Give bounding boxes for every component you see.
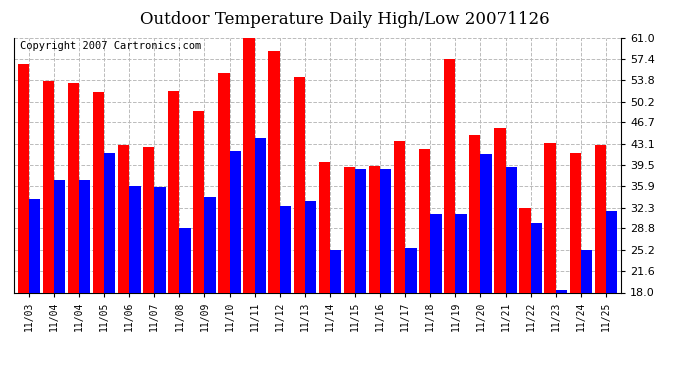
Bar bbox=[68, 82, 79, 375]
Bar bbox=[54, 180, 66, 375]
Bar bbox=[595, 146, 606, 375]
Bar bbox=[405, 248, 417, 375]
Bar bbox=[544, 143, 555, 375]
Bar bbox=[419, 149, 431, 375]
Bar bbox=[469, 135, 480, 375]
Bar bbox=[143, 147, 155, 375]
Bar bbox=[193, 111, 204, 375]
Bar bbox=[494, 128, 506, 375]
Text: Copyright 2007 Cartronics.com: Copyright 2007 Cartronics.com bbox=[20, 41, 201, 51]
Bar bbox=[179, 228, 190, 375]
Bar bbox=[369, 166, 380, 375]
Bar bbox=[43, 81, 54, 375]
Bar bbox=[255, 138, 266, 375]
Bar bbox=[118, 146, 129, 375]
Bar bbox=[355, 168, 366, 375]
Bar bbox=[279, 206, 291, 375]
Bar bbox=[555, 290, 567, 375]
Bar bbox=[581, 250, 592, 375]
Bar bbox=[431, 214, 442, 375]
Bar bbox=[480, 154, 492, 375]
Bar bbox=[244, 38, 255, 375]
Bar bbox=[531, 223, 542, 375]
Bar bbox=[394, 141, 405, 375]
Bar bbox=[17, 64, 29, 375]
Bar bbox=[168, 91, 179, 375]
Bar bbox=[380, 168, 391, 375]
Bar bbox=[29, 199, 40, 375]
Bar bbox=[293, 76, 305, 375]
Bar bbox=[230, 152, 241, 375]
Bar bbox=[444, 59, 455, 375]
Bar bbox=[520, 208, 531, 375]
Bar bbox=[204, 197, 216, 375]
Bar bbox=[330, 250, 342, 375]
Bar bbox=[305, 201, 316, 375]
Bar bbox=[606, 211, 618, 375]
Bar bbox=[93, 92, 104, 375]
Bar bbox=[129, 186, 141, 375]
Bar bbox=[569, 153, 581, 375]
Bar bbox=[455, 214, 466, 375]
Bar bbox=[104, 153, 115, 375]
Bar bbox=[79, 180, 90, 375]
Bar bbox=[319, 162, 330, 375]
Bar bbox=[506, 167, 517, 375]
Text: Outdoor Temperature Daily High/Low 20071126: Outdoor Temperature Daily High/Low 20071… bbox=[140, 11, 550, 28]
Bar bbox=[344, 167, 355, 375]
Bar bbox=[218, 73, 230, 375]
Bar bbox=[268, 51, 279, 375]
Bar bbox=[155, 187, 166, 375]
